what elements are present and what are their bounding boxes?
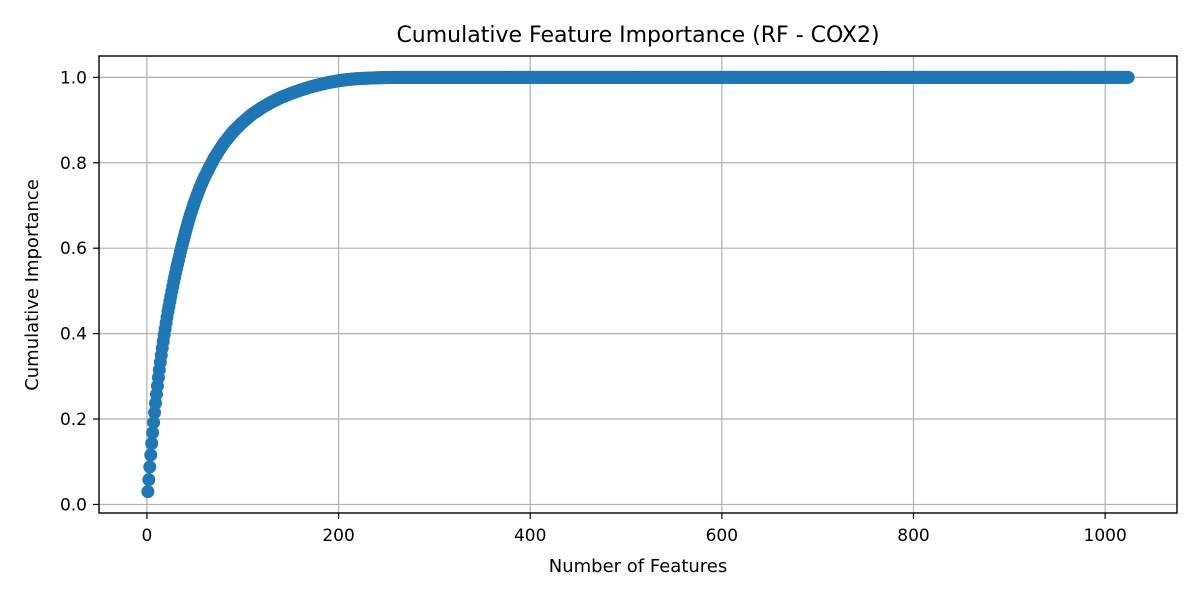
y-tick-label: 0.4 bbox=[60, 325, 87, 345]
x-tick-label: 400 bbox=[514, 526, 546, 546]
data-point bbox=[147, 415, 161, 429]
x-tick-label: 200 bbox=[322, 526, 354, 546]
x-axis: 0 200 400 600 800 1000 bbox=[141, 513, 1127, 546]
data-point bbox=[146, 426, 160, 440]
y-axis: 0.0 0.2 0.4 0.6 0.8 1.0 bbox=[60, 68, 99, 515]
data-points bbox=[141, 70, 1135, 499]
data-point bbox=[143, 460, 157, 474]
data-point bbox=[145, 436, 159, 450]
plot-frame bbox=[98, 55, 1178, 514]
data-point bbox=[144, 448, 158, 462]
data-point bbox=[142, 473, 156, 487]
y-tick-label: 0.2 bbox=[60, 410, 87, 430]
y-axis-label: Cumulative Importance bbox=[22, 179, 43, 391]
x-axis-label: Number of Features bbox=[549, 556, 728, 577]
x-tick-label: 800 bbox=[897, 526, 929, 546]
x-tick-label: 0 bbox=[141, 526, 152, 546]
chart-title: Cumulative Feature Importance (RF - COX2… bbox=[396, 23, 879, 48]
y-tick-label: 1.0 bbox=[60, 68, 87, 88]
data-point bbox=[1121, 70, 1135, 84]
y-tick-label: 0.0 bbox=[60, 495, 87, 515]
x-tick-label: 1000 bbox=[1084, 526, 1127, 546]
x-tick-label: 600 bbox=[706, 526, 738, 546]
y-tick-label: 0.8 bbox=[60, 154, 87, 174]
grid bbox=[99, 56, 1177, 513]
data-point bbox=[148, 406, 162, 420]
y-tick-label: 0.6 bbox=[60, 239, 87, 259]
series-line bbox=[146, 76, 1129, 492]
data-point bbox=[141, 485, 155, 499]
